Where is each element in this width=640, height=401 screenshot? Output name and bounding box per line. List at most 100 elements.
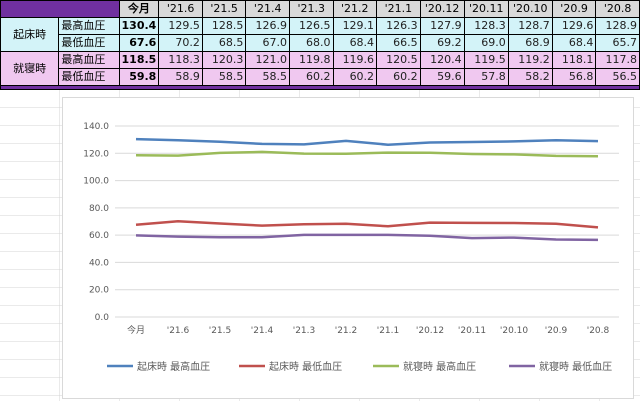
x-tick-label: '21.6: [167, 326, 190, 336]
table-cell: 68.4: [551, 34, 597, 52]
table-cell: 119.5: [463, 51, 509, 69]
table-cell: 58.2: [507, 68, 553, 86]
y-tick-label: 0.0: [95, 313, 110, 323]
column-header: '20.10: [507, 0, 553, 18]
table-cell: 119.8: [288, 51, 334, 69]
table-cell: 126.5: [288, 17, 334, 35]
table-header-row: 今月 '21.6 '21.5 '21.4 '21.3 '21.2 '21.1 '…: [0, 0, 640, 18]
table-cell: 126.9: [245, 17, 290, 35]
table-cell: 68.0: [288, 34, 334, 52]
group-label-sleep: 就寝時: [0, 51, 60, 86]
table-cell: 70.2: [158, 34, 203, 52]
table-cell: 60.2: [332, 68, 378, 86]
table-row: 起床時 最高血圧 130.4 129.5 128.5 126.9 126.5 1…: [0, 17, 640, 52]
series-line-4: [135, 233, 599, 242]
column-header: 今月: [118, 0, 160, 18]
table-cell: 127.9: [419, 17, 465, 35]
table-cell: 119.6: [332, 51, 378, 69]
y-tick-label: 20.0: [89, 286, 109, 296]
table-cell: 129.6: [551, 17, 597, 35]
series-line-3: [135, 150, 599, 158]
table-row: 最低血圧 67.6 70.2 68.5 67.0 68.0 68.4 66.5 …: [1, 34, 640, 52]
legend-label: 就寝時 最低血圧: [539, 360, 612, 373]
table-cell: 128.7: [507, 17, 553, 35]
group-label-wake: 起床時: [0, 17, 60, 52]
legend-label: 起床時 最低血圧: [269, 360, 342, 373]
x-tick-label: '20.9: [545, 326, 568, 336]
table-cell: 68.9: [507, 34, 553, 52]
x-tick-label: '21.5: [209, 326, 232, 336]
x-tick-label: 今月: [127, 324, 145, 336]
y-tick-label: 60.0: [89, 231, 109, 241]
table-cell: 65.7: [595, 34, 640, 52]
table-cell: 120.4: [419, 51, 465, 69]
table-cell: 69.0: [463, 34, 509, 52]
x-tick-label: '20.8: [587, 326, 610, 336]
x-tick-label: '20.12: [416, 326, 444, 336]
column-header: '20.8: [595, 0, 640, 18]
column-header: '21.3: [288, 0, 334, 18]
x-tick-label: '20.11: [458, 326, 486, 336]
x-tick-label: '20.10: [500, 326, 529, 336]
column-header: '21.1: [376, 0, 421, 18]
header-blank-cell: [0, 0, 120, 18]
table-cell: 67.0: [245, 34, 290, 52]
series-line-1: [135, 137, 599, 146]
table-cell: 128.9: [595, 17, 640, 35]
x-tick-label: '21.2: [335, 326, 358, 336]
table-cell: 66.5: [376, 34, 421, 52]
row-label: 最高血圧: [58, 51, 120, 69]
y-tick-label: 40.0: [89, 258, 109, 268]
table-cell: 58.5: [201, 68, 247, 86]
table-cell: 58.9: [158, 68, 203, 86]
column-header: '21.6: [158, 0, 203, 18]
table-cell: 59.8: [118, 68, 160, 86]
table-cell: 60.2: [376, 68, 421, 86]
table-cell: 118.5: [118, 51, 160, 69]
table-cell: 67.6: [118, 34, 160, 52]
footer-band-cell: [0, 85, 640, 90]
legend-label: 起床時 最高血圧: [137, 360, 210, 373]
x-tick-label: '21.4: [251, 326, 274, 336]
legend-label: 就寝時 最高血圧: [403, 360, 476, 373]
table-cell: 128.5: [201, 17, 247, 35]
table-cell: 120.5: [376, 51, 421, 69]
table-cell: 118.1: [551, 51, 597, 69]
table-cell: 121.0: [245, 51, 290, 69]
table-cell: 118.3: [158, 51, 203, 69]
blood-pressure-table: 今月 '21.6 '21.5 '21.4 '21.3 '21.2 '21.1 '…: [0, 0, 640, 90]
table-cell: 119.2: [507, 51, 553, 69]
y-tick-label: 140.0: [83, 122, 109, 132]
table-cell: 128.3: [463, 17, 509, 35]
table-cell: 117.8: [595, 51, 640, 69]
table-cell: 129.1: [332, 17, 378, 35]
table-row: 最低血圧 59.8 58.9 58.5 58.5 60.2 60.2 60.2 …: [1, 68, 640, 86]
line-chart[interactable]: 0.0 20.0 40.0 60.0 80.0 100.0 120.0 140.0 今月 '21.…: [62, 97, 634, 399]
table-cell: 60.2: [288, 68, 334, 86]
table-cell: 68.4: [332, 34, 378, 52]
table-cell: 56.5: [595, 68, 640, 86]
table-cell: 57.8: [463, 68, 509, 86]
column-header: '21.5: [201, 0, 247, 18]
table-cell: 58.5: [245, 68, 290, 86]
column-header: '21.4: [245, 0, 290, 18]
y-tick-label: 100.0: [83, 177, 109, 187]
row-label: 最高血圧: [58, 17, 120, 35]
table-cell: 68.5: [201, 34, 247, 52]
column-header: '20.12: [419, 0, 465, 18]
table-cell: 59.6: [419, 68, 465, 86]
table-cell: 129.5: [158, 17, 203, 35]
row-label: 最低血圧: [58, 68, 120, 86]
table-cell: 56.8: [551, 68, 597, 86]
table-row: 就寝時 最高血圧 118.5 118.3 120.3 121.0 119.8 1…: [0, 51, 640, 86]
x-tick-label: '21.3: [293, 326, 316, 336]
column-header: '20.9: [551, 0, 597, 18]
y-tick-label: 80.0: [89, 204, 109, 214]
column-header: '21.2: [332, 0, 378, 18]
table-cell: 69.2: [419, 34, 465, 52]
y-tick-label: 120.0: [83, 149, 109, 159]
table-cell: 126.3: [376, 17, 421, 35]
row-label: 最低血圧: [58, 34, 120, 52]
x-tick-label: '21.1: [377, 326, 400, 336]
table-cell: 120.3: [201, 51, 247, 69]
